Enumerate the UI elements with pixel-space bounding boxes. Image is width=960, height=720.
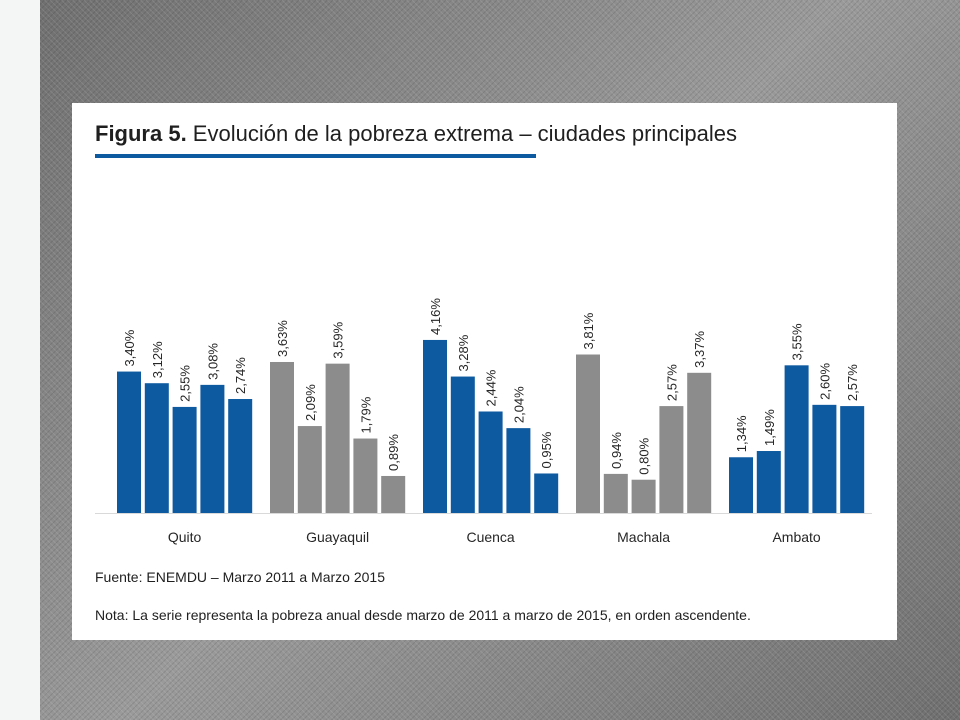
data-label-cuenca-4: 2,04% — [511, 386, 526, 423]
data-label-cuenca-2: 3,28% — [456, 334, 471, 371]
bar-machala-3 — [631, 479, 656, 513]
data-label-quito-3: 2,55% — [178, 365, 193, 402]
title-underline — [95, 154, 536, 158]
category-label-cuenca: Cuenca — [466, 529, 514, 545]
data-label-guayaquil-2: 2,09% — [303, 384, 318, 421]
bar-cuenca-3 — [478, 411, 503, 513]
data-label-machala-5: 3,37% — [692, 331, 707, 368]
data-label-cuenca-3: 2,44% — [484, 369, 499, 406]
left-margin-strip — [0, 0, 40, 720]
bar-ambato-2 — [756, 451, 781, 513]
bar-cuenca-5 — [534, 473, 559, 513]
data-label-machala-4: 2,57% — [664, 364, 679, 401]
category-label-quito: Quito — [168, 529, 202, 545]
bar-quito-3 — [172, 406, 197, 513]
bar-quito-1 — [117, 371, 141, 513]
category-label-machala: Machala — [617, 529, 670, 545]
bar-ambato-5 — [840, 406, 865, 513]
bar-cuenca-4 — [506, 428, 531, 513]
bar-ambato-3 — [784, 365, 809, 513]
bar-guayaquil-1 — [270, 361, 294, 513]
bar-quito-4 — [200, 384, 225, 513]
data-label-guayaquil-5: 0,89% — [386, 434, 401, 471]
bar-cuenca-1 — [423, 339, 447, 513]
bar-guayaquil-5 — [381, 475, 406, 513]
source-note: Fuente: ENEMDU – Marzo 2011 a Marzo 2015 — [95, 569, 385, 585]
figure-title-text: Evolución de la pobreza extrema – ciudad… — [186, 121, 738, 146]
series-note: Nota: La serie representa la pobreza anu… — [95, 607, 751, 623]
bar-machala-2 — [603, 473, 628, 513]
bar-machala-5 — [687, 372, 712, 513]
data-label-ambato-1: 1,34% — [734, 415, 749, 452]
bar-guayaquil-4 — [353, 438, 378, 513]
data-label-guayaquil-4: 1,79% — [358, 396, 373, 433]
figure-card: Figura 5. Evolución de la pobreza extrem… — [72, 103, 897, 640]
figure-title: Figura 5. Evolución de la pobreza extrem… — [95, 121, 737, 147]
data-label-ambato-5: 2,57% — [845, 364, 860, 401]
category-label-guayaquil: Guayaquil — [306, 529, 369, 545]
data-label-guayaquil-3: 3,59% — [331, 321, 346, 358]
bar-ambato-4 — [812, 404, 837, 513]
bar-quito-2 — [144, 383, 169, 513]
data-label-quito-2: 3,12% — [150, 341, 165, 378]
bar-chart: 3,40% 3,12% 2,55% 3,08% 2,74% Quito 3,63% 2,09%… — [95, 298, 872, 545]
data-label-quito-1: 3,40% — [122, 329, 137, 366]
bar-guayaquil-3 — [325, 363, 350, 513]
data-label-ambato-4: 2,60% — [817, 363, 832, 400]
figure-number: Figura 5. — [95, 121, 187, 146]
bar-ambato-1 — [729, 457, 753, 513]
data-label-guayaquil-1: 3,63% — [275, 320, 290, 357]
bar-quito-5 — [228, 399, 253, 513]
data-label-ambato-2: 1,49% — [762, 409, 777, 446]
bar-machala-1 — [576, 354, 600, 513]
category-label-ambato: Ambato — [772, 529, 820, 545]
data-label-quito-4: 3,08% — [205, 343, 220, 380]
data-label-cuenca-1: 4,16% — [428, 298, 443, 335]
data-label-quito-5: 2,74% — [233, 357, 248, 394]
data-label-machala-3: 0,80% — [637, 437, 652, 474]
bar-machala-4 — [659, 406, 684, 513]
bar-guayaquil-2 — [297, 426, 322, 513]
data-label-machala-2: 0,94% — [609, 432, 624, 469]
data-label-cuenca-5: 0,95% — [539, 431, 554, 468]
data-label-ambato-3: 3,55% — [790, 323, 805, 360]
bar-cuenca-2 — [450, 376, 475, 513]
data-label-machala-1: 3,81% — [581, 312, 596, 349]
